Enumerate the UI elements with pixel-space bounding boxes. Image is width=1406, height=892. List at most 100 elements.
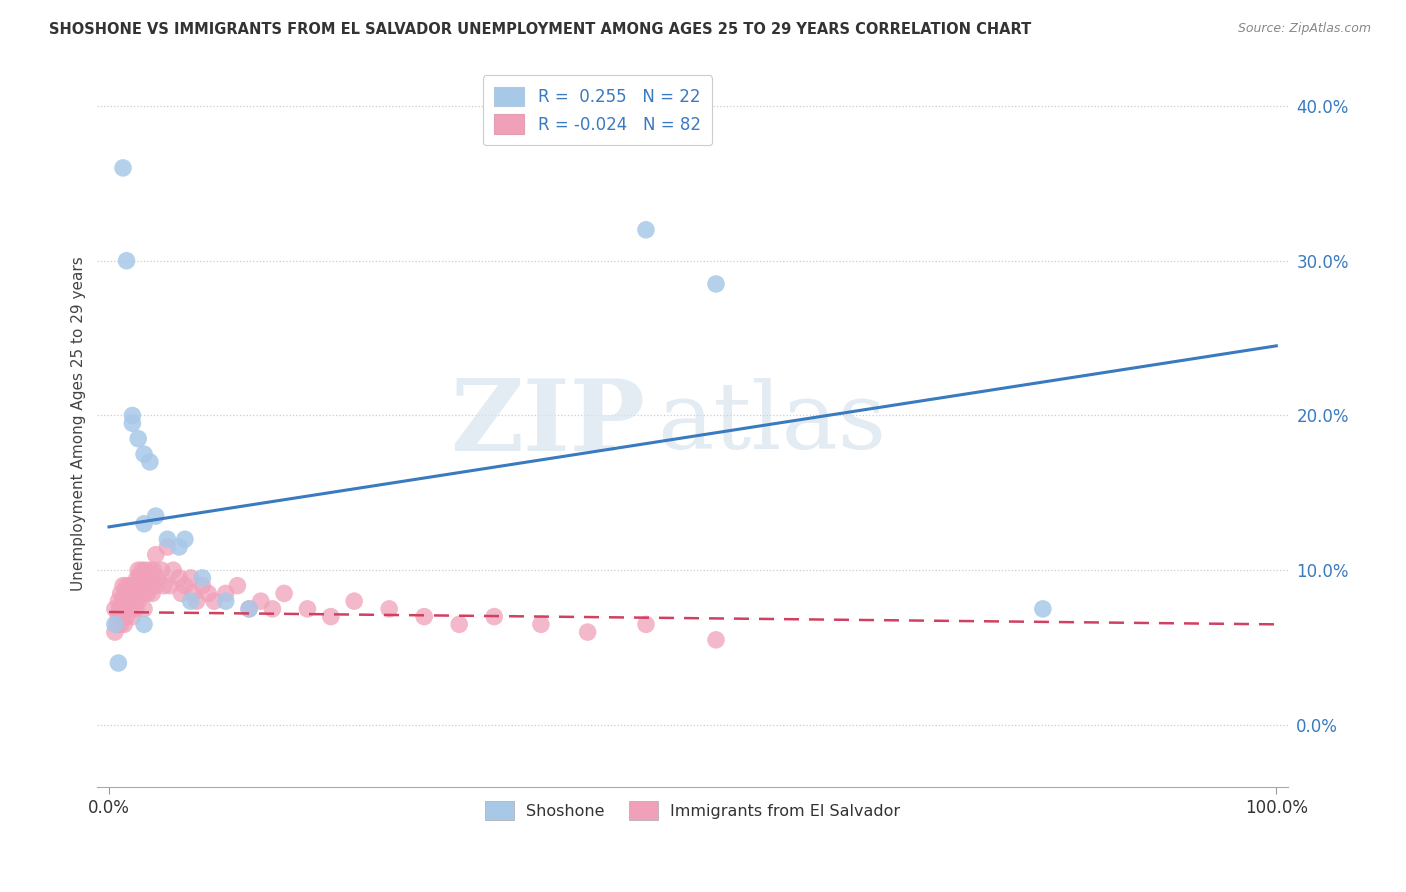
Point [319, 609, 342, 624]
Point [121, 609, 143, 624]
Point [139, 579, 162, 593]
Point [156, 540, 179, 554]
Point [121, 579, 143, 593]
Point [125, 571, 148, 585]
Point [180, 571, 202, 585]
Point [132, 617, 155, 632]
Point [704, 277, 727, 291]
Point [1032, 602, 1054, 616]
Point [297, 602, 319, 616]
Point [132, 602, 155, 616]
Point [104, 617, 127, 632]
Point [115, 253, 138, 268]
Point [121, 416, 143, 430]
Text: atlas: atlas [657, 378, 886, 468]
Point [136, 586, 159, 600]
Point [104, 625, 127, 640]
Point [413, 609, 436, 624]
Point [121, 409, 143, 423]
Point [118, 586, 141, 600]
Point [191, 571, 214, 585]
Point [139, 455, 162, 469]
Point [238, 602, 260, 616]
Point [131, 579, 153, 593]
Point [159, 579, 181, 593]
Text: Source: ZipAtlas.com: Source: ZipAtlas.com [1237, 22, 1371, 36]
Point [146, 571, 169, 585]
Point [118, 602, 141, 616]
Point [107, 609, 129, 624]
Point [181, 586, 204, 600]
Point [249, 594, 271, 608]
Point [378, 602, 401, 616]
Point [115, 594, 138, 608]
Point [449, 617, 471, 632]
Text: SHOSHONE VS IMMIGRANTS FROM EL SALVADOR UNEMPLOYMENT AMONG AGES 25 TO 29 YEARS C: SHOSHONE VS IMMIGRANTS FROM EL SALVADOR … [49, 22, 1032, 37]
Point [127, 563, 149, 577]
Point [115, 609, 138, 624]
Point [107, 594, 129, 608]
Point [135, 579, 157, 593]
Point [202, 594, 225, 608]
Point [127, 594, 149, 608]
Point [132, 571, 155, 585]
Point [118, 579, 141, 593]
Point [112, 161, 135, 175]
Point [127, 432, 149, 446]
Point [112, 617, 135, 632]
Point [634, 617, 657, 632]
Point [704, 632, 727, 647]
Point [114, 586, 136, 600]
Point [145, 509, 167, 524]
Point [197, 586, 219, 600]
Point [150, 563, 173, 577]
Point [110, 617, 132, 632]
Point [634, 223, 657, 237]
Point [117, 594, 139, 608]
Point [112, 594, 135, 608]
Point [215, 594, 238, 608]
Point [186, 594, 208, 608]
Point [127, 579, 149, 593]
Point [343, 594, 366, 608]
Y-axis label: Unemployment Among Ages 25 to 29 years: Unemployment Among Ages 25 to 29 years [72, 256, 86, 591]
Point [131, 563, 153, 577]
Point [273, 586, 295, 600]
Point [129, 586, 152, 600]
Point [153, 579, 176, 593]
Point [139, 563, 162, 577]
Point [110, 609, 132, 624]
Point [104, 602, 127, 616]
Point [162, 563, 184, 577]
Point [134, 563, 156, 577]
Point [215, 586, 238, 600]
Point [262, 602, 284, 616]
Point [112, 602, 135, 616]
Point [107, 656, 129, 670]
Point [132, 447, 155, 461]
Point [120, 594, 142, 608]
Point [112, 579, 135, 593]
Point [145, 548, 167, 562]
Point [167, 540, 190, 554]
Point [180, 594, 202, 608]
Legend: Shoshone, Immigrants from El Salvador: Shoshone, Immigrants from El Salvador [478, 795, 907, 826]
Point [238, 602, 260, 616]
Point [125, 586, 148, 600]
Point [124, 579, 146, 593]
Point [174, 533, 197, 547]
Point [122, 586, 145, 600]
Point [484, 609, 506, 624]
Point [191, 579, 214, 593]
Point [156, 533, 179, 547]
Point [121, 594, 143, 608]
Point [110, 586, 132, 600]
Point [132, 586, 155, 600]
Point [141, 586, 163, 600]
Point [226, 579, 249, 593]
Point [139, 571, 162, 585]
Point [128, 571, 150, 585]
Point [115, 579, 138, 593]
Point [576, 625, 599, 640]
Point [125, 602, 148, 616]
